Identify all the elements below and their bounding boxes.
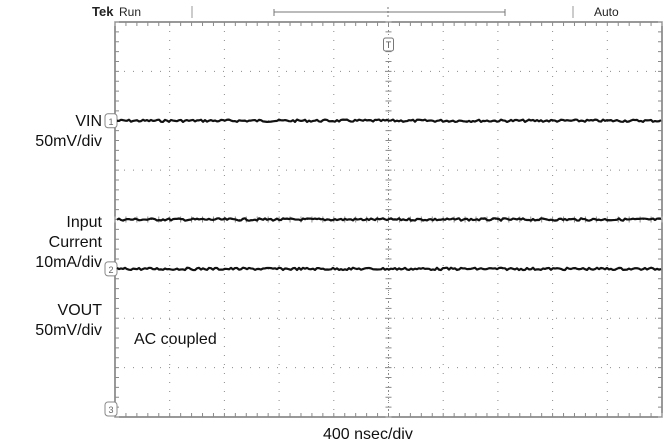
channel-3-ground-icon: 3 bbox=[104, 401, 118, 417]
input-current-scale: 10mA/div bbox=[35, 254, 102, 271]
channel-2-ground-icon-text: 2 bbox=[108, 265, 113, 275]
trigger-marker-text: T bbox=[386, 40, 392, 50]
scope-status-bar: Tek Run Auto bbox=[0, 0, 667, 22]
brand-label: Tek bbox=[92, 4, 114, 19]
trace-vin bbox=[116, 118, 662, 124]
channel-markers: T 1 2 3 bbox=[104, 37, 394, 417]
vin-scale: 50mV/div bbox=[35, 133, 102, 150]
timebase-label: 400 nsec/div bbox=[323, 426, 413, 443]
vout-name: VOUT bbox=[57, 302, 102, 319]
input-current-name-line1: Input bbox=[66, 214, 102, 231]
channel-3-ground-icon-box bbox=[104, 401, 118, 417]
traces bbox=[116, 118, 662, 272]
channel-3-ground-icon-text: 3 bbox=[108, 405, 113, 415]
channel-1-ground-icon: 1 bbox=[104, 113, 118, 129]
vout-scale: 50mV/div bbox=[35, 322, 102, 339]
input-current-name-line2: Current bbox=[48, 234, 102, 251]
channel-2-ground-icon: 2 bbox=[104, 261, 118, 277]
vin-name: VIN bbox=[75, 113, 102, 130]
trigger-marker-box bbox=[383, 37, 394, 52]
vout-label-group: VOUT 50mV/div bbox=[0, 301, 102, 341]
vin-label-group: VIN 50mV/div bbox=[0, 112, 102, 152]
trigger-mode: Auto bbox=[594, 5, 619, 19]
trigger-position-icon: T bbox=[383, 37, 394, 52]
trace-input-current bbox=[116, 217, 662, 222]
trace-vout bbox=[116, 266, 662, 272]
header-separators bbox=[191, 6, 574, 18]
channel-1-ground-icon-text: 1 bbox=[108, 117, 113, 127]
record-position-bar bbox=[273, 7, 506, 18]
coupling-annotation: AC coupled bbox=[134, 331, 217, 348]
input-current-label-group: Input Current 10mA/div bbox=[0, 213, 102, 273]
run-status: Run bbox=[119, 5, 142, 19]
